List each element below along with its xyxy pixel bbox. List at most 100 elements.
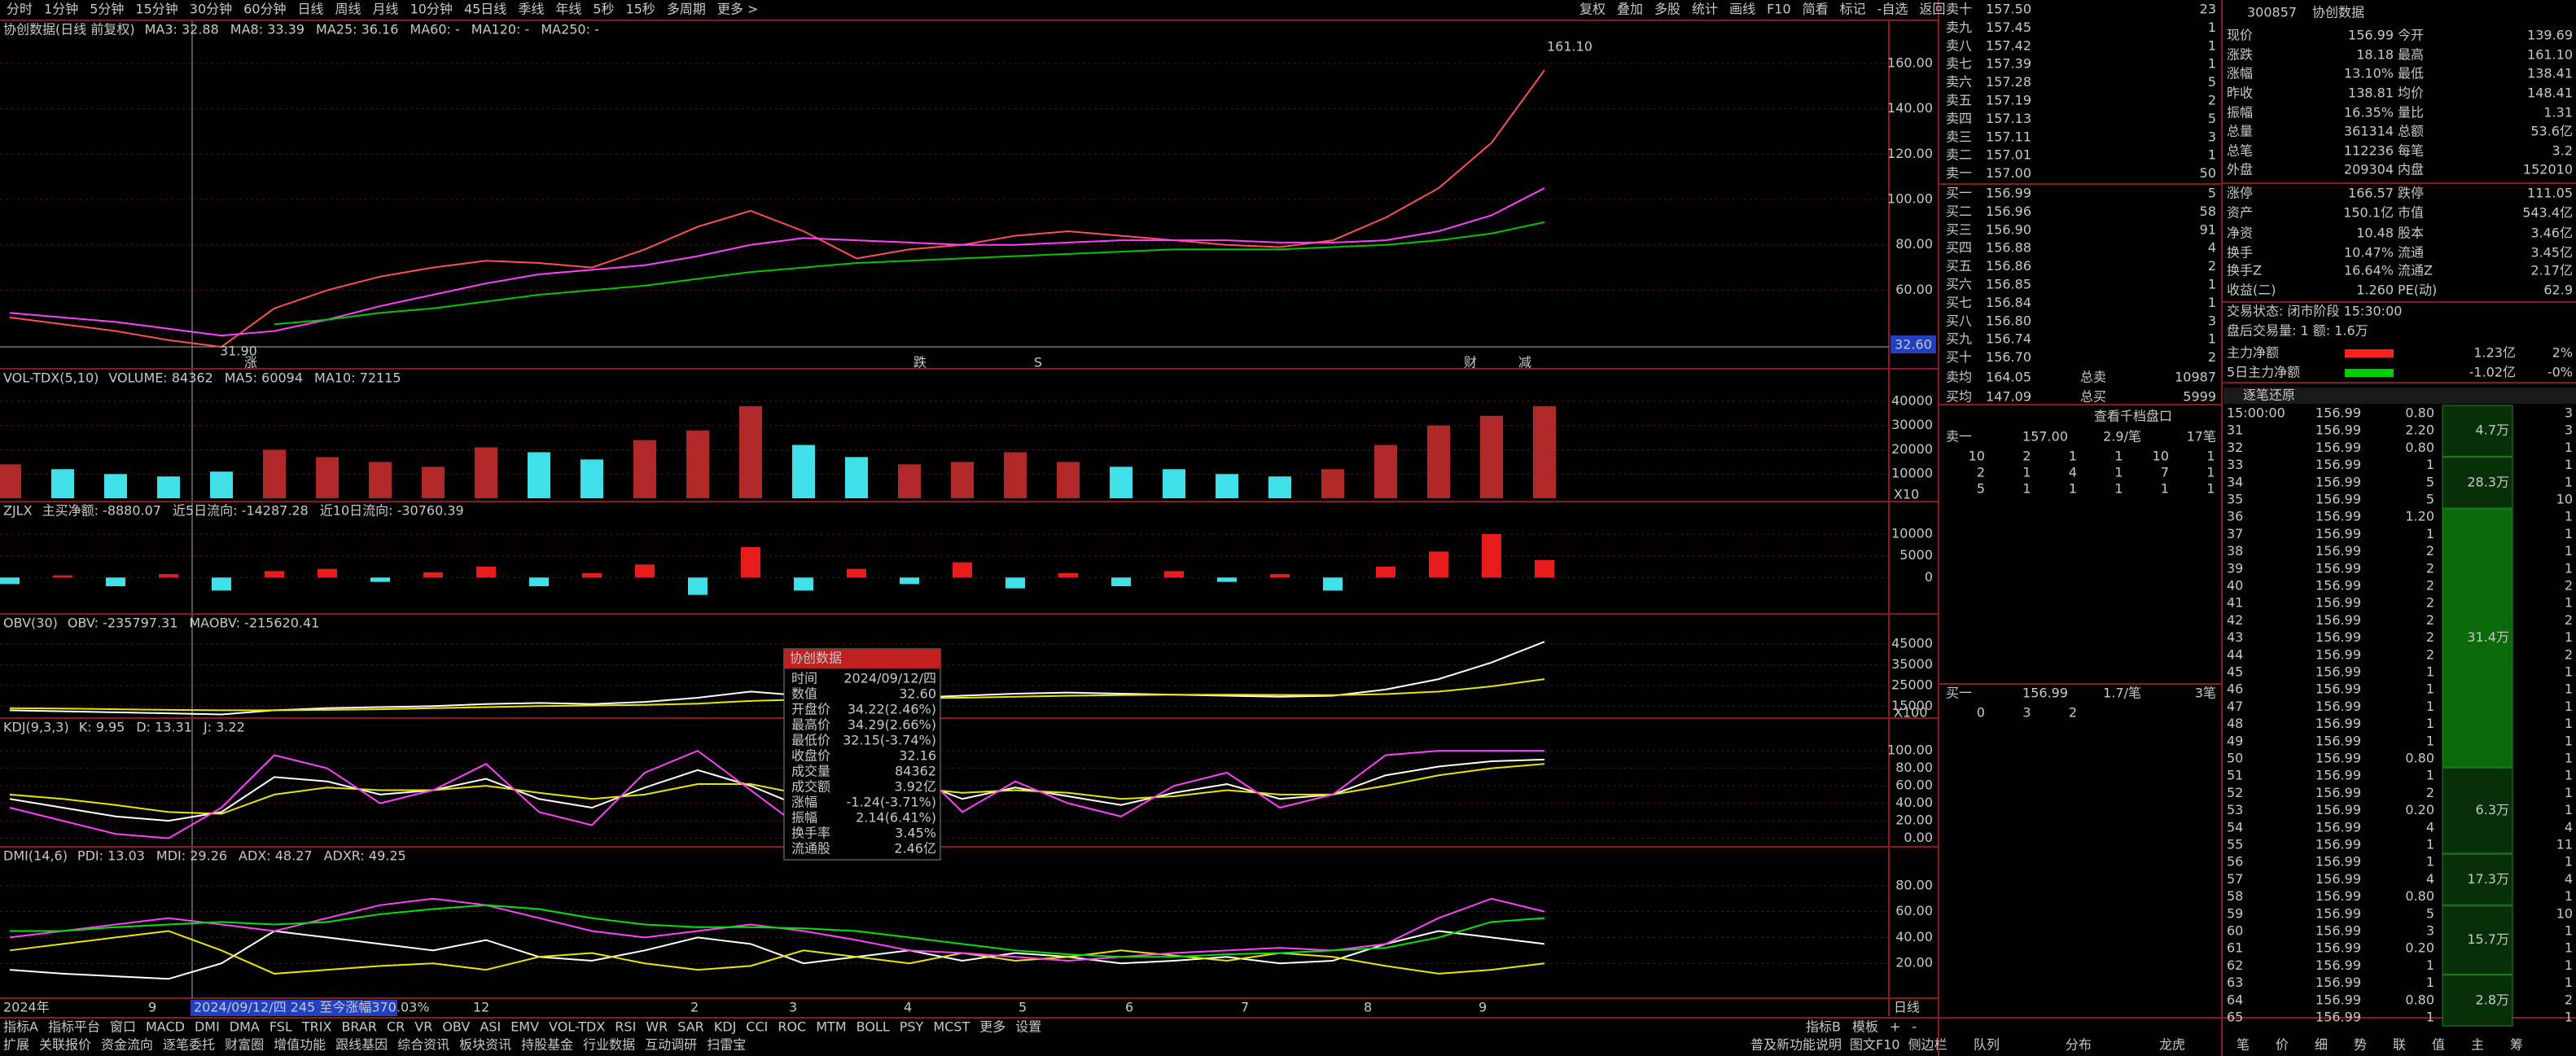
period-tab[interactable]: 更多 > <box>717 2 759 17</box>
indicator-tab[interactable]: 指标B <box>1806 1019 1841 1035</box>
quote-tab[interactable]: 主 <box>2471 1037 2484 1053</box>
quote-tab[interactable]: 价 <box>2276 1037 2289 1053</box>
period-tab[interactable]: 季线 <box>518 2 544 17</box>
queue-order: 1 <box>2114 465 2123 480</box>
book-volume: 2 <box>2208 349 2216 365</box>
function-tab[interactable]: 板块资讯 <box>459 1037 511 1053</box>
function-tab[interactable]: 跟线基因 <box>335 1037 388 1053</box>
period-tab[interactable]: 10分钟 <box>410 2 453 17</box>
period-tab[interactable]: 月线 <box>373 2 399 17</box>
indicator-tab[interactable]: BOLL <box>856 1019 890 1035</box>
indicator-tab[interactable]: 指标平台 <box>48 1019 100 1035</box>
legend-value: MA60: - <box>410 22 459 37</box>
indicator-tab[interactable]: KDJ <box>714 1019 737 1035</box>
tool-button[interactable]: 画线 <box>1729 2 1755 17</box>
quote-tab[interactable]: 值 <box>2432 1037 2445 1053</box>
date-label: 4 <box>904 1000 912 1015</box>
panel-tab[interactable]: 队列 <box>1974 1037 2000 1053</box>
period-tab[interactable]: 多周期 <box>667 2 706 17</box>
indicator-tab[interactable]: MCST <box>933 1019 970 1035</box>
function-tab[interactable]: 增值功能 <box>274 1037 326 1053</box>
function-tab[interactable]: 逐笔委托 <box>163 1037 215 1053</box>
period-tab[interactable]: 5分钟 <box>90 2 124 17</box>
depth-link[interactable]: 查看千档盘口 <box>2094 409 2172 424</box>
indicator-tab[interactable]: VR <box>414 1019 432 1035</box>
quote-value: 543.4亿 <box>2522 205 2573 221</box>
event-marker[interactable]: 财 <box>1464 355 1477 370</box>
period-tab[interactable]: 年线 <box>555 2 581 17</box>
function-tab[interactable]: 行业数据 <box>583 1037 635 1053</box>
event-marker[interactable]: S <box>1034 355 1042 370</box>
indicator-tab[interactable]: SAR <box>677 1019 704 1035</box>
indicator-tab[interactable]: CR <box>387 1019 405 1035</box>
function-tab[interactable]: 持股基金 <box>521 1037 573 1053</box>
period-tab[interactable]: 分时 <box>7 2 33 17</box>
indicator-tab[interactable]: 窗口 <box>110 1019 136 1035</box>
indicator-tab[interactable]: TRIX <box>301 1019 332 1035</box>
function-tab[interactable]: 普及新功能说明 <box>1750 1037 1842 1053</box>
tool-button[interactable]: 简看 <box>1803 2 1829 17</box>
event-marker[interactable]: 涨 <box>244 355 257 370</box>
indicator-tab[interactable]: RSI <box>615 1019 636 1035</box>
period-tab[interactable]: 15分钟 <box>135 2 177 17</box>
function-tab[interactable]: 综合资讯 <box>397 1037 449 1053</box>
group-amount: 31.4万 <box>2467 629 2509 645</box>
indicator-tab[interactable]: 更多 <box>979 1019 1005 1035</box>
period-tab[interactable]: 60分钟 <box>243 2 286 17</box>
quote-value: 13.10% <box>2344 66 2394 81</box>
indicator-tab[interactable]: MTM <box>816 1019 846 1035</box>
y-tick-label: 10000 <box>1891 526 1933 541</box>
indicator-tab[interactable]: 设置 <box>1015 1019 1041 1035</box>
indicator-tab[interactable]: VOL-TDX <box>549 1019 605 1035</box>
quote-tab[interactable]: 联 <box>2393 1037 2406 1053</box>
period-tab[interactable]: 1分钟 <box>44 2 78 17</box>
function-tab[interactable]: 扩展 <box>3 1037 29 1053</box>
indicator-tab[interactable]: CCI <box>746 1019 768 1035</box>
panel-tab[interactable]: 分布 <box>2066 1037 2092 1053</box>
tool-button[interactable]: 返回 <box>1919 2 1945 17</box>
tool-button[interactable]: F10 <box>1767 2 1791 17</box>
panel-tab[interactable]: 龙虎 <box>2159 1037 2185 1053</box>
indicator-tab[interactable]: BRAR <box>341 1019 377 1035</box>
period-tab[interactable]: 45日线 <box>464 2 506 17</box>
quote-tab[interactable]: 笔 <box>2236 1037 2250 1053</box>
event-marker[interactable]: 跌 <box>913 355 927 370</box>
quote-tab[interactable]: 细 <box>2315 1037 2328 1053</box>
function-tab[interactable]: 财富圈 <box>225 1037 264 1053</box>
function-tab[interactable]: 关联报价 <box>39 1037 91 1053</box>
indicator-tab[interactable]: 指标A <box>3 1019 38 1035</box>
indicator-tab[interactable]: WR <box>646 1019 668 1035</box>
indicator-tab[interactable]: 模板 <box>1852 1019 1878 1035</box>
indicator-tab[interactable]: EMV <box>510 1019 539 1035</box>
indicator-tab[interactable]: OBV <box>442 1019 470 1035</box>
period-tab[interactable]: 5秒 <box>593 2 614 17</box>
tool-button[interactable]: 复权 <box>1579 2 1606 17</box>
indicator-tab[interactable]: ROC <box>778 1019 806 1035</box>
tool-button[interactable]: 叠加 <box>1617 2 1643 17</box>
event-marker[interactable]: 减 <box>1518 355 1531 370</box>
function-tab[interactable]: 扫雷宝 <box>707 1037 746 1053</box>
indicator-tab[interactable]: PSY <box>900 1019 924 1035</box>
indicator-tab[interactable]: + <box>1890 1019 1900 1035</box>
indicator-tab[interactable]: DMI <box>195 1019 220 1035</box>
indicator-tab[interactable]: - <box>1912 1019 1917 1035</box>
tool-button[interactable]: 多股 <box>1654 2 1680 17</box>
function-tab[interactable]: 资金流向 <box>101 1037 153 1053</box>
indicator-tab[interactable]: MACD <box>146 1019 185 1035</box>
indicator-tab[interactable]: ASI <box>480 1019 501 1035</box>
function-tab[interactable]: 互动调研 <box>645 1037 697 1053</box>
indicator-tab[interactable]: DMA <box>230 1019 260 1035</box>
tool-button[interactable]: -自选 <box>1877 2 1908 17</box>
tool-button[interactable]: 标记 <box>1840 2 1866 17</box>
legend-value: MDI: 29.26 <box>156 848 227 864</box>
function-tab[interactable]: 图文F10 <box>1850 1037 1900 1053</box>
period-tab[interactable]: 周线 <box>335 2 361 17</box>
quote-tab[interactable]: 筹 <box>2510 1037 2523 1053</box>
function-tab[interactable]: 侧边栏 <box>1908 1037 1947 1053</box>
quote-tab[interactable]: 势 <box>2354 1037 2367 1053</box>
period-tab[interactable]: 日线 <box>298 2 324 17</box>
indicator-tab[interactable]: FSL <box>269 1019 292 1035</box>
tool-button[interactable]: 统计 <box>1692 2 1718 17</box>
period-tab[interactable]: 15秒 <box>626 2 655 17</box>
period-tab[interactable]: 30分钟 <box>190 2 232 17</box>
